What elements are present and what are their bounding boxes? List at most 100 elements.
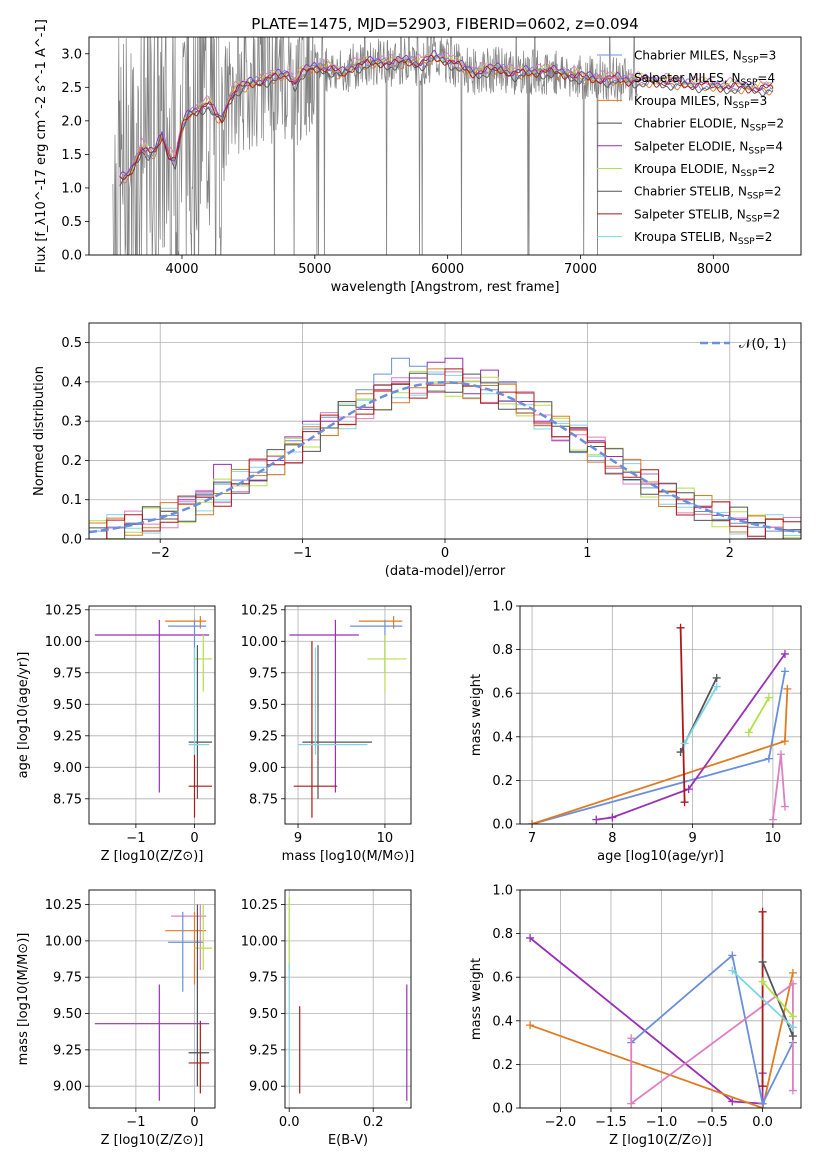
x-axis-label: mass [log10(M/M⊙)] <box>282 849 415 864</box>
plus-marker <box>728 966 737 975</box>
plus-marker <box>758 957 767 966</box>
x-axis-label: (data-model)/error <box>385 564 506 579</box>
y-axis-label: mass weight <box>469 674 484 756</box>
x-tick-label: −1.5 <box>595 1115 627 1130</box>
plus-marker <box>783 684 792 693</box>
plus-marker <box>744 728 753 737</box>
x-tick-label: 6000 <box>431 262 464 277</box>
plus-marker <box>592 815 601 824</box>
plus-marker <box>676 623 685 632</box>
y-tick-label: 10.25 <box>45 603 82 618</box>
y-axis-label: mass [log10(M/M⊙)] <box>16 933 31 1066</box>
x-axis-label: Z [log10(Z/Z⊙)] <box>609 1133 712 1148</box>
y-tick-label: 9.75 <box>53 971 82 986</box>
y-tick-label: 0.5 <box>61 336 82 351</box>
legend-entry: Chabrier MILES, NSSP=3 <box>634 49 776 66</box>
plus-marker <box>776 750 785 759</box>
plus-marker <box>758 977 767 986</box>
y-tick-label: 10.00 <box>241 635 278 650</box>
plus-marker <box>676 748 685 757</box>
legend-entry: Kroupa ELODIE, NSSP=2 <box>634 162 775 179</box>
x-axis-label: E(B-V) <box>328 1133 368 1148</box>
y-tick-label: 0.2 <box>492 774 513 789</box>
legend-entry: Chabrier ELODIE, NSSP=2 <box>634 117 784 134</box>
series-line <box>596 653 786 821</box>
plot-area <box>285 606 411 824</box>
legend-entry: Kroupa MILES, NSSP=3 <box>634 94 767 111</box>
plot-marks <box>89 357 801 539</box>
x-tick-label: 7 <box>528 831 536 846</box>
plus-marker <box>758 1082 767 1091</box>
x-axis-label: Z [log10(Z/Z⊙)] <box>101 849 204 864</box>
x-axis-label: Z [log10(Z/Z⊙)] <box>101 1133 204 1148</box>
y-tick-label: 9.00 <box>53 1080 82 1095</box>
x-tick-label: 0 <box>190 1115 198 1130</box>
legend: Chabrier MILES, NSSP=3 Salpeter MILES, NS… <box>597 49 784 247</box>
plus-marker <box>712 682 721 691</box>
y-tick-label: 0.5 <box>61 215 82 230</box>
x-tick-label: 9 <box>688 831 696 846</box>
legend-entry: Salpeter STELIB, NSSP=2 <box>634 207 780 224</box>
y-axis-label: Flux [f_λ10^-17 erg cm^-2 s^-1 A^-1] <box>34 19 49 273</box>
histogram-step <box>89 372 801 539</box>
x-tick-label: 5000 <box>298 262 331 277</box>
y-tick-label: 2.5 <box>61 81 82 96</box>
model-line <box>119 55 774 186</box>
plot-marks <box>288 897 408 1101</box>
axes-frame <box>88 322 802 540</box>
spectrum-chart: 4000 5000 6000 7000 8000 0.0 0.5 1.0 1.5 2.0 2.5 3.… <box>34 19 802 295</box>
x-tick-label: 0 <box>441 546 449 561</box>
y-tick-label: 9.75 <box>53 666 82 681</box>
y-tick-label: 0.0 <box>61 533 82 548</box>
legend-entry: 𝒩(0, 1) <box>739 337 786 352</box>
x-tick-label: −0.5 <box>696 1115 728 1130</box>
y-tick-label: 2.0 <box>61 114 82 129</box>
y-tick-label: 10.00 <box>45 635 82 650</box>
residual-chart: −2 −1 0 1 2 0.0 0.1 0.2 0.3 0.4 0.5 (data-model)/er… <box>32 322 802 579</box>
y-tick-label: 0.6 <box>492 971 513 986</box>
series-line <box>731 970 794 1028</box>
plus-marker <box>712 673 721 682</box>
plus-marker <box>758 907 767 916</box>
legend-entry: Chabrier STELIB, NSSP=2 <box>634 185 782 202</box>
plot-area <box>89 890 215 1108</box>
plot-marks <box>289 616 407 818</box>
figure-title: PLATE=1475, MJD=52903, FIBERID=0602, z=0… <box>251 15 638 33</box>
y-tick-label: 1.0 <box>492 600 513 615</box>
y-tick-label: 0.4 <box>492 730 513 745</box>
y-tick-label: 9.25 <box>53 729 82 744</box>
y-tick-label: 0.2 <box>492 1058 513 1073</box>
plus-marker <box>680 739 689 748</box>
y-tick-label: 0.8 <box>492 927 513 942</box>
x-tick-label: −1 <box>126 1115 145 1130</box>
x-axis-label: age [log10(age/yr)] <box>597 849 724 864</box>
axes-frame <box>284 889 412 1109</box>
x-tick-label: −1 <box>126 831 145 846</box>
plus-marker <box>758 1099 767 1108</box>
axes-frame <box>88 889 216 1109</box>
x-tick-label: 9 <box>294 831 302 846</box>
massweight-vs-age-chart: 7 8 9 10 0.0 0.2 0.4 0.6 0.8 1.0 age [log10(age/yr… <box>469 600 802 864</box>
x-tick-label: 10 <box>377 831 394 846</box>
y-tick-label: 10.25 <box>241 603 278 618</box>
y-tick-label: 3.0 <box>61 47 82 62</box>
x-tick-label: 0 <box>190 831 198 846</box>
x-tick-label: 7000 <box>564 262 597 277</box>
y-tick-label: 9.25 <box>53 1043 82 1058</box>
axes-frame <box>284 605 412 825</box>
mass-vs-EBV-chart: 0.0 0.2 9.00 9.25 9.50 9.75 10.00 10.25 E(B-V) <box>241 889 412 1148</box>
mass-vs-Z-chart: −1 0 9.00 9.25 9.50 9.75 10.00 10.25 Z [log10(Z/… <box>16 889 216 1148</box>
plot-marks <box>112 37 774 255</box>
y-tick-label: 10.00 <box>45 934 82 949</box>
plus-marker <box>780 649 789 658</box>
plus-marker <box>608 813 617 822</box>
x-tick-label: 2 <box>726 546 734 561</box>
x-tick-label: 0.2 <box>363 1115 384 1130</box>
x-tick-label: −2.0 <box>545 1115 577 1130</box>
plus-marker <box>728 951 737 960</box>
x-tick-label: 0.0 <box>752 1115 773 1130</box>
x-tick-label: −1 <box>293 546 312 561</box>
histogram-step <box>89 357 801 539</box>
legend-entry: Kroupa STELIB, NSSP=2 <box>634 230 772 247</box>
